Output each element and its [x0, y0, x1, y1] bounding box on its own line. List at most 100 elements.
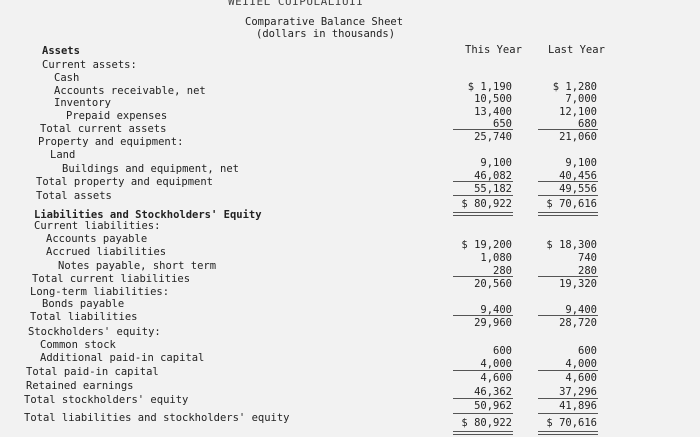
value-last-year: $ 70,616 — [546, 198, 597, 210]
subtotal-rule — [538, 195, 598, 196]
value-last-year: 4,600 — [565, 372, 597, 384]
value-this-year: 25,740 — [474, 131, 512, 143]
subtotal-rule — [453, 413, 513, 414]
subtotal-rule — [453, 315, 513, 316]
subtotal-rule — [538, 129, 598, 130]
row-label: Additional paid-in capital — [40, 352, 205, 364]
value-this-year: $ 1,190 — [467, 81, 512, 93]
value-last-year: 280 — [578, 265, 597, 277]
value-last-year: 21,060 — [559, 131, 597, 143]
value-this-year: 4,600 — [480, 372, 512, 384]
subtotal-rule — [453, 276, 513, 277]
row-label: Accounts payable — [46, 233, 148, 245]
value-last-year: 19,320 — [559, 278, 597, 290]
row-label: Total current assets — [40, 123, 167, 135]
value-this-year: 9,100 — [480, 157, 512, 169]
total-rule — [453, 215, 513, 216]
value-this-year: $ 80,922 — [461, 198, 512, 210]
total-rule — [538, 212, 598, 213]
value-this-year: 600 — [493, 345, 512, 357]
value-last-year: 49,556 — [559, 183, 597, 195]
row-label: Bonds payable — [42, 298, 125, 310]
subtotal-rule — [538, 181, 598, 182]
value-last-year: 40,456 — [559, 170, 597, 182]
company-name: WEIIEL CUIPULALIUII — [228, 0, 364, 8]
row-label: Stockholders' equity: — [28, 326, 161, 338]
row-label: Current assets: — [42, 59, 137, 71]
document-subtitle: (dollars in thousands) — [256, 28, 396, 40]
value-this-year: 13,400 — [474, 106, 512, 118]
value-this-year: 650 — [493, 118, 512, 130]
value-last-year: $ 18,300 — [546, 239, 597, 251]
value-this-year: $ 19,200 — [461, 239, 512, 251]
subtotal-rule — [453, 129, 513, 130]
row-label: Land — [50, 149, 76, 161]
row-label: Total liabilities and stockholders' equi… — [24, 412, 290, 424]
row-label: Total stockholders' equity — [24, 394, 189, 406]
column-header-last-year: Last Year — [548, 44, 605, 56]
subtotal-rule — [538, 370, 598, 371]
total-rule — [538, 215, 598, 216]
value-this-year: 1,080 — [480, 252, 512, 264]
value-this-year: 50,962 — [474, 400, 512, 412]
row-label: Inventory — [54, 97, 111, 109]
total-rule — [538, 431, 598, 432]
value-last-year: 600 — [578, 345, 597, 357]
value-this-year: 10,500 — [474, 93, 512, 105]
subtotal-rule — [453, 398, 513, 399]
value-this-year: 46,362 — [474, 386, 512, 398]
row-label: Total current liabilities — [32, 273, 191, 285]
value-this-year: 46,082 — [474, 170, 512, 182]
subtotal-rule — [538, 315, 598, 316]
total-rule — [453, 212, 513, 213]
row-label: Cash — [54, 72, 80, 84]
section-liabilities-heading: Liabilities and Stockholders' Equity — [34, 209, 262, 221]
total-rule — [538, 434, 598, 435]
subtotal-rule — [453, 370, 513, 371]
total-rule — [453, 431, 513, 432]
value-last-year: 9,400 — [565, 304, 597, 316]
row-label: Total property and equipment — [36, 176, 214, 188]
value-last-year: 4,000 — [565, 358, 597, 370]
subtotal-rule — [538, 276, 598, 277]
row-label: Property and equipment: — [38, 136, 184, 148]
subtotal-rule — [538, 398, 598, 399]
value-last-year: 740 — [578, 252, 597, 264]
subtotal-rule — [453, 181, 513, 182]
row-label: Total liabilities — [30, 311, 138, 323]
section-assets-heading: Assets — [42, 45, 80, 57]
row-label: Long-term liabilities: — [30, 286, 170, 298]
value-last-year: 7,000 — [565, 93, 597, 105]
value-last-year: 28,720 — [559, 317, 597, 329]
value-last-year: 680 — [578, 118, 597, 130]
row-label: Current liabilities: — [34, 220, 161, 232]
value-this-year: 29,960 — [474, 317, 512, 329]
value-last-year: 9,100 — [565, 157, 597, 169]
value-this-year: 55,182 — [474, 183, 512, 195]
value-this-year: $ 80,922 — [461, 417, 512, 429]
row-label: Prepaid expenses — [66, 110, 168, 122]
value-last-year: $ 1,280 — [552, 81, 597, 93]
value-last-year: 12,100 — [559, 106, 597, 118]
row-label: Common stock — [40, 339, 116, 351]
row-label: Buildings and equipment, net — [62, 163, 240, 175]
row-label: Notes payable, short term — [58, 260, 217, 272]
row-label: Accounts receivable, net — [54, 85, 206, 97]
document-title: Comparative Balance Sheet — [245, 16, 404, 28]
subtotal-rule — [453, 195, 513, 196]
row-label: Total paid-in capital — [26, 366, 159, 378]
value-this-year: 20,560 — [474, 278, 512, 290]
row-label: Accrued liabilities — [46, 246, 167, 258]
row-label: Total assets — [36, 190, 112, 202]
column-header-this-year: This Year — [465, 44, 522, 56]
value-last-year: 41,896 — [559, 400, 597, 412]
row-label: Retained earnings — [26, 380, 134, 392]
value-this-year: 280 — [493, 265, 512, 277]
value-this-year: 9,400 — [480, 304, 512, 316]
value-last-year: $ 70,616 — [546, 417, 597, 429]
total-rule — [453, 434, 513, 435]
value-last-year: 37,296 — [559, 386, 597, 398]
subtotal-rule — [538, 413, 598, 414]
value-this-year: 4,000 — [480, 358, 512, 370]
